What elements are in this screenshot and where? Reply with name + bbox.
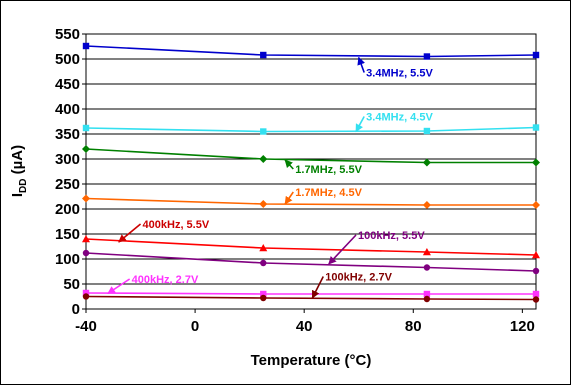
- data-point: [532, 296, 540, 303]
- data-point: [532, 158, 540, 167]
- data-point: [423, 290, 431, 298]
- data-point: [82, 145, 90, 153]
- y-tick-label: 0: [72, 301, 80, 318]
- data-point: [422, 201, 431, 209]
- series-line: [85, 292, 536, 295]
- series-label: 1.7MHz, 4.5V: [295, 187, 362, 199]
- data-point: [260, 294, 267, 302]
- series-label-arrow: [284, 191, 294, 205]
- series-line: [85, 148, 536, 164]
- data-point: [82, 235, 90, 243]
- y-axis-title-unit: (µA): [9, 145, 26, 179]
- y-axis-title-subscript: DD: [18, 179, 29, 193]
- y-tick-label: 550: [55, 26, 80, 43]
- data-point: [423, 295, 431, 303]
- data-point: [82, 42, 90, 50]
- data-point: [260, 128, 267, 135]
- x-tick-label: 40: [296, 318, 313, 335]
- y-axis-title-main: I: [9, 193, 26, 197]
- x-axis-title: Temperature (°C): [251, 352, 372, 369]
- series-group: [82, 42, 540, 303]
- x-tick-label: 120: [510, 318, 535, 335]
- data-point: [532, 51, 540, 59]
- series-label-arrow: [357, 56, 365, 73]
- y-tick-label: 150: [55, 226, 80, 243]
- y-tick-label: 350: [55, 126, 80, 143]
- series-label: 400kHz, 5.5V: [143, 219, 210, 231]
- series-label-arrow: [328, 234, 357, 265]
- series-line: [85, 295, 537, 301]
- data-point: [82, 289, 90, 297]
- data-point: [532, 251, 540, 259]
- series-line: [85, 252, 537, 272]
- data-point: [422, 248, 431, 256]
- series-line: [85, 197, 536, 206]
- series-label: 1.7MHz, 5.5V: [295, 164, 362, 176]
- annotations: 3.4MHz, 5.5V 3.4MHz, 4.5V 1.7MHz, 5.5V 1.7M…: [107, 56, 433, 299]
- series-line: [85, 126, 537, 133]
- data-point: [260, 51, 267, 59]
- x-tick-label: -40: [75, 318, 97, 335]
- series-label-arrow: [284, 159, 294, 170]
- y-tick-label: 50: [63, 276, 80, 293]
- gridlines: [86, 58, 536, 285]
- series-label: 100kHz, 2.7V: [325, 272, 392, 284]
- data-point: [260, 259, 267, 267]
- plot-area: [85, 33, 537, 310]
- data-point: [82, 124, 90, 132]
- data-point: [82, 293, 90, 300]
- series-label-arrow: [118, 223, 142, 243]
- data-point: [423, 264, 431, 271]
- y-tick-label: 250: [55, 176, 80, 193]
- series-label: 400kHz, 2.7V: [132, 274, 199, 286]
- series-line: [85, 238, 537, 256]
- x-tick-label: 0: [191, 318, 199, 335]
- series-label-arrow: [107, 278, 131, 295]
- y-tick-label: 200: [55, 201, 80, 218]
- data-point: [532, 290, 540, 298]
- data-point: [82, 194, 90, 203]
- y-tick-label: 300: [55, 151, 80, 168]
- series-label: 3.4MHz, 4.5V: [366, 112, 433, 124]
- series-label: 100kHz, 5.5V: [358, 230, 425, 242]
- data-point: [423, 53, 431, 60]
- series-line: [85, 45, 537, 58]
- data-point: [423, 127, 431, 135]
- data-point: [532, 124, 540, 131]
- y-tick-label: 100: [55, 251, 80, 268]
- series-label: 3.4MHz, 5.5V: [366, 68, 433, 80]
- data-point: [422, 158, 431, 167]
- y-tick-label: 400: [55, 101, 80, 118]
- data-point: [82, 249, 90, 257]
- data-point: [532, 267, 540, 275]
- y-tick-label: 500: [55, 51, 80, 68]
- data-point: [259, 200, 268, 208]
- y-axis-title: IDD (µA): [9, 145, 29, 197]
- y-tick-label: 450: [55, 76, 80, 93]
- data-point: [259, 244, 268, 252]
- x-tick-label: 80: [405, 318, 422, 335]
- series-label-arrow: [311, 276, 324, 299]
- data-point: [259, 155, 268, 163]
- series-label-arrow: [355, 116, 365, 133]
- data-point: [260, 290, 267, 298]
- data-point: [532, 201, 540, 209]
